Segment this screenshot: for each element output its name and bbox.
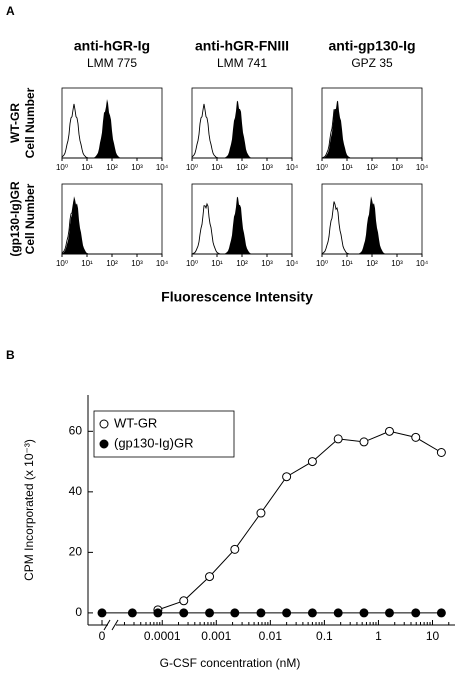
data-point — [97, 608, 107, 618]
x-tick-label: 10⁰ — [186, 259, 198, 268]
x-tick-label: 10¹ — [341, 259, 353, 268]
data-point — [359, 437, 369, 447]
x-tick-label: 0.01 — [259, 629, 283, 643]
y-tick-label: 40 — [69, 484, 83, 498]
data-point — [282, 472, 292, 482]
x-tick-label: 10² — [106, 163, 118, 172]
x-tick-label: 10³ — [391, 163, 403, 172]
column-subtitle: LMM 775 — [87, 56, 137, 70]
panel-label: A — [6, 4, 15, 18]
y-tick-label: 60 — [69, 423, 83, 437]
data-point — [384, 426, 394, 436]
x-tick-label: 10² — [106, 259, 118, 268]
column-title: anti-gp130-Ig — [328, 38, 415, 54]
y-axis-label: CPM Incorporated (x 10⁻³) — [22, 439, 36, 581]
column-subtitle: LMM 741 — [217, 56, 267, 70]
data-point — [359, 608, 369, 618]
x-tick-label: 10⁴ — [156, 259, 169, 268]
legend-label: (gp130-Ig)GR — [114, 435, 193, 450]
data-point — [179, 596, 189, 606]
x-tick-label: 0.1 — [316, 629, 333, 643]
legend-label: WT-GR — [114, 415, 157, 430]
column-title: anti-hGR-Ig — [74, 38, 150, 54]
x-tick-label: 10¹ — [211, 259, 223, 268]
data-point — [307, 457, 317, 467]
x-axis-label: G-CSF concentration (nM) — [160, 656, 301, 670]
data-point — [411, 608, 421, 618]
filled-histogram — [62, 196, 162, 254]
data-point — [179, 608, 189, 618]
row-label: (gp130-Ig)GR — [8, 181, 22, 257]
x-tick-label: 10² — [236, 259, 248, 268]
x-tick-label: 0.001 — [201, 629, 231, 643]
x-tick-label: 10¹ — [211, 163, 223, 172]
x-tick-label: 1 — [375, 629, 382, 643]
x-tick-label: 10¹ — [81, 163, 93, 172]
x-tick-label: 10³ — [131, 259, 143, 268]
panel-label: B — [6, 348, 15, 362]
data-point — [436, 448, 446, 457]
data-point — [127, 608, 137, 618]
x-tick-label: 10¹ — [81, 259, 93, 268]
x-tick-label: 10³ — [261, 259, 273, 268]
data-point — [333, 608, 343, 618]
column-subtitle: GPZ 35 — [351, 56, 393, 70]
x-tick-label: 0.0001 — [144, 629, 181, 643]
filled-histogram — [322, 196, 422, 254]
legend-marker — [99, 419, 109, 429]
x-tick-label: 10⁴ — [156, 163, 169, 172]
filled-histogram — [192, 100, 292, 158]
data-point — [153, 608, 163, 618]
x-tick-label: 10⁰ — [56, 163, 68, 172]
x-tick-label: 10³ — [261, 163, 273, 172]
data-point — [411, 432, 421, 442]
x-tick-label: 10¹ — [341, 163, 353, 172]
legend-marker — [99, 439, 109, 449]
x-tick-label: 10³ — [131, 163, 143, 172]
column-title: anti-hGR-FNIII — [195, 38, 289, 54]
legend-frame — [93, 410, 235, 458]
x-tick-label: 10² — [236, 163, 248, 172]
x-tick-label: 10⁰ — [316, 259, 328, 268]
x-tick-label: 10⁰ — [186, 163, 198, 172]
x-tick-label: 10⁰ — [56, 259, 68, 268]
x-tick-label: 10⁴ — [416, 259, 429, 268]
axis-break — [111, 619, 119, 631]
data-point — [230, 544, 240, 554]
data-point — [282, 608, 292, 618]
filled-histogram — [322, 100, 422, 158]
x-tick-label: 10³ — [391, 259, 403, 268]
data-point — [384, 608, 394, 618]
axis-break — [103, 619, 111, 631]
filled-histogram — [62, 99, 162, 158]
data-point — [205, 608, 215, 618]
x-tick-label: 0 — [99, 629, 106, 643]
data-point — [436, 608, 446, 618]
data-point — [307, 608, 317, 618]
row-sublabel: Cell Number — [23, 87, 37, 158]
x-tick-label: 10⁰ — [316, 163, 328, 172]
data-point — [333, 434, 343, 444]
row-label: WT-GR — [8, 103, 22, 143]
series-line — [157, 430, 442, 611]
x-axis-label: Fluorescence Intensity — [161, 289, 313, 305]
x-tick-label: 10⁴ — [286, 163, 299, 172]
filled-histogram — [192, 196, 292, 254]
row-sublabel: Cell Number — [23, 183, 37, 254]
data-point — [256, 608, 266, 618]
data-point — [230, 608, 240, 618]
data-point — [256, 508, 266, 518]
data-point — [205, 572, 215, 582]
x-tick-label: 10⁴ — [416, 163, 429, 172]
x-tick-label: 10⁴ — [286, 259, 299, 268]
x-tick-label: 10² — [366, 163, 378, 172]
y-tick-label: 0 — [75, 605, 82, 619]
x-tick-label: 10² — [366, 259, 378, 268]
y-tick-label: 20 — [69, 545, 83, 559]
x-tick-label: 10 — [426, 629, 440, 643]
